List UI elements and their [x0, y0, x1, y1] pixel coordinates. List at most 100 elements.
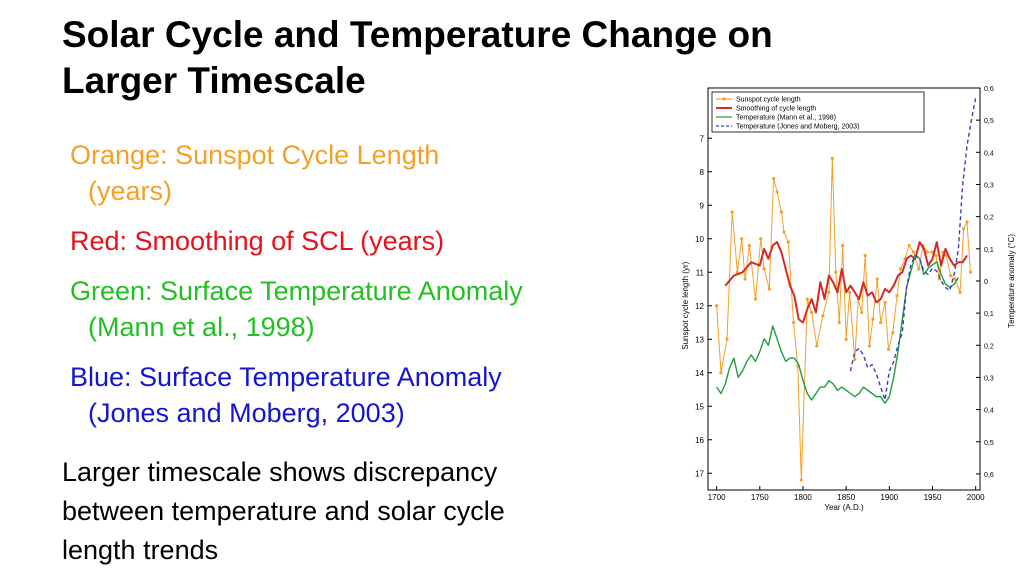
- sunspot-series-point: [886, 347, 891, 351]
- y-left-tick-label: 7: [700, 134, 705, 143]
- y-right-tick-label: 0,3: [984, 375, 994, 382]
- sunspot-series-point: [834, 270, 838, 274]
- bullet-green: Green: Surface Temperature Anomaly (Mann…: [62, 273, 662, 345]
- sunspot-series-point: [762, 267, 766, 271]
- y-left-tick-label: 14: [695, 369, 704, 378]
- y-right-tick-label: 0,5: [984, 118, 994, 125]
- x-axis-label: Year (A.D.): [824, 503, 864, 512]
- slide-title: Solar Cycle and Temperature Change on La…: [62, 12, 922, 104]
- sunspot-series-point: [799, 478, 803, 482]
- sunspot-series-point: [958, 290, 962, 294]
- bullet-green-line-2: (Mann et al., 1998): [88, 312, 315, 342]
- sunspot-series-point: [759, 237, 763, 241]
- sunspot-series-point: [719, 371, 723, 375]
- sunspot-series-legend-dot: [722, 97, 726, 101]
- y-right-tick-label: 0,2: [984, 343, 994, 350]
- sunspot-series-point: [753, 297, 758, 301]
- smoothing-series-legend-label: Smoothing of cycle length: [736, 106, 816, 113]
- x-tick-label: 1900: [880, 493, 898, 502]
- sunspot-series-point: [934, 253, 938, 258]
- y-right-tick-label: 0,1: [984, 311, 994, 318]
- sunspot-series-point: [791, 320, 796, 325]
- sunspot-series-point: [827, 290, 831, 294]
- x-tick-label: 1800: [794, 493, 812, 502]
- sunspot-series-point: [883, 300, 887, 304]
- sunspot-series-point: [860, 310, 864, 315]
- bullet-red-line-1: Red: Smoothing of SCL (years): [70, 226, 445, 256]
- sunspot-series-point: [917, 267, 921, 271]
- sunspot-series-point: [891, 330, 895, 335]
- y-right-tick-label: 0,5: [984, 440, 994, 447]
- conclusion-line-1: Larger timescale shows discrepancy: [62, 457, 498, 487]
- sunspot-series-point: [867, 344, 872, 348]
- y-left-tick-label: 8: [700, 168, 705, 177]
- y-left-tick-label: 11: [696, 268, 705, 277]
- sunspot-series-point: [841, 243, 845, 248]
- sunspot-series-point: [863, 253, 867, 258]
- smoothing-series-line: [724, 241, 968, 324]
- sunspot-series-point: [810, 310, 814, 315]
- slide-title-line-2: Larger Timescale: [62, 60, 366, 101]
- y-left-tick-label: 17: [695, 469, 704, 478]
- x-tick-label: 2000: [967, 493, 985, 502]
- sunspot-series-point: [965, 220, 969, 224]
- y-right-tick-label: 0,6: [984, 472, 994, 479]
- legend-box: [711, 91, 925, 133]
- sunspot-series-point: [953, 277, 957, 281]
- y-left-axis-label: Sunspot cycle length (yr): [681, 261, 690, 349]
- bullet-blue-line-2: (Jones and Moberg, 2003): [88, 398, 405, 428]
- y-left-tick-label: 10: [695, 235, 704, 244]
- sunspot-series-point: [821, 314, 825, 318]
- sunspot-series-point: [730, 210, 734, 214]
- y-right-tick-label: 0,4: [984, 150, 994, 157]
- sunspot-series-point: [782, 230, 786, 234]
- y-right-tick-label: 0,3: [984, 182, 994, 189]
- bullet-green-line-1: Green: Surface Temperature Anomaly: [70, 276, 523, 306]
- sunspot-temperature-chart: 1700 1750 1800 1850 1900 1950 2000 Year (A.D.) 7…: [681, 86, 1016, 512]
- sunspot-series-point: [830, 156, 834, 160]
- temperature-jones-series-legend-label: Temperature (Jones and Moberg, 2003): [736, 124, 859, 131]
- sunspot-series-point: [725, 337, 729, 341]
- temperature-mann-series-line: [716, 254, 959, 404]
- x-tick-label: 1950: [924, 493, 942, 502]
- sunspot-series-point: [925, 250, 929, 254]
- bullet-orange-line-1: Orange: Sunspot Cycle Length: [70, 140, 440, 170]
- bullet-orange-line-2: (years): [88, 176, 173, 206]
- sunspot-series-point: [961, 227, 966, 231]
- y-left-tick-label: 9: [700, 201, 705, 210]
- legend-bullets: Orange: Sunspot Cycle Length (years) Red…: [62, 137, 662, 445]
- bullet-red: Red: Smoothing of SCL (years): [62, 223, 662, 259]
- sunspot-series-point: [805, 297, 809, 301]
- sunspot-series-point: [715, 304, 719, 308]
- y-right-tick-label: 0: [984, 279, 988, 286]
- y-left-tick-label: 15: [695, 402, 704, 411]
- sunspot-series-point: [775, 190, 779, 194]
- conclusion-text: Larger timescale shows discrepancy betwe…: [62, 453, 662, 570]
- sunspot-series-point: [740, 237, 744, 241]
- sunspot-series-point: [772, 176, 776, 181]
- sunspot-series-point: [779, 210, 783, 214]
- conclusion-line-3: length trends: [62, 535, 219, 565]
- sunspot-series-point: [837, 320, 841, 325]
- temperature-mann-series-legend-label: Temperature (Mann et al., 1998): [736, 115, 836, 122]
- sunspot-series-point: [848, 290, 852, 294]
- sunspot-series-point: [907, 243, 911, 248]
- sunspot-series-point: [747, 243, 752, 248]
- y-left-tick-label: 16: [695, 436, 704, 445]
- sunspot-series-point: [879, 320, 883, 325]
- sunspot-series-point: [875, 277, 879, 281]
- y-right-tick-label: 0,4: [984, 408, 994, 415]
- x-tick-label: 1700: [708, 493, 726, 502]
- sunspot-series-point: [911, 250, 916, 254]
- sunspot-series-point: [949, 274, 953, 278]
- sunspot-series-legend-label: Sunspot cycle length: [736, 97, 801, 104]
- y-left-tick-label: 12: [695, 302, 704, 311]
- x-tick-label: 1850: [837, 493, 855, 502]
- x-tick-label: 1750: [751, 493, 769, 502]
- conclusion-line-2: between temperature and solar cycle: [62, 496, 505, 526]
- y-right-tick-label: 0,6: [984, 86, 994, 93]
- y-right-tick-label: 0,2: [984, 215, 994, 222]
- sunspot-series-point: [767, 287, 771, 291]
- sunspot-series-point: [844, 337, 848, 341]
- slide-title-line-1: Solar Cycle and Temperature Change on: [62, 14, 773, 55]
